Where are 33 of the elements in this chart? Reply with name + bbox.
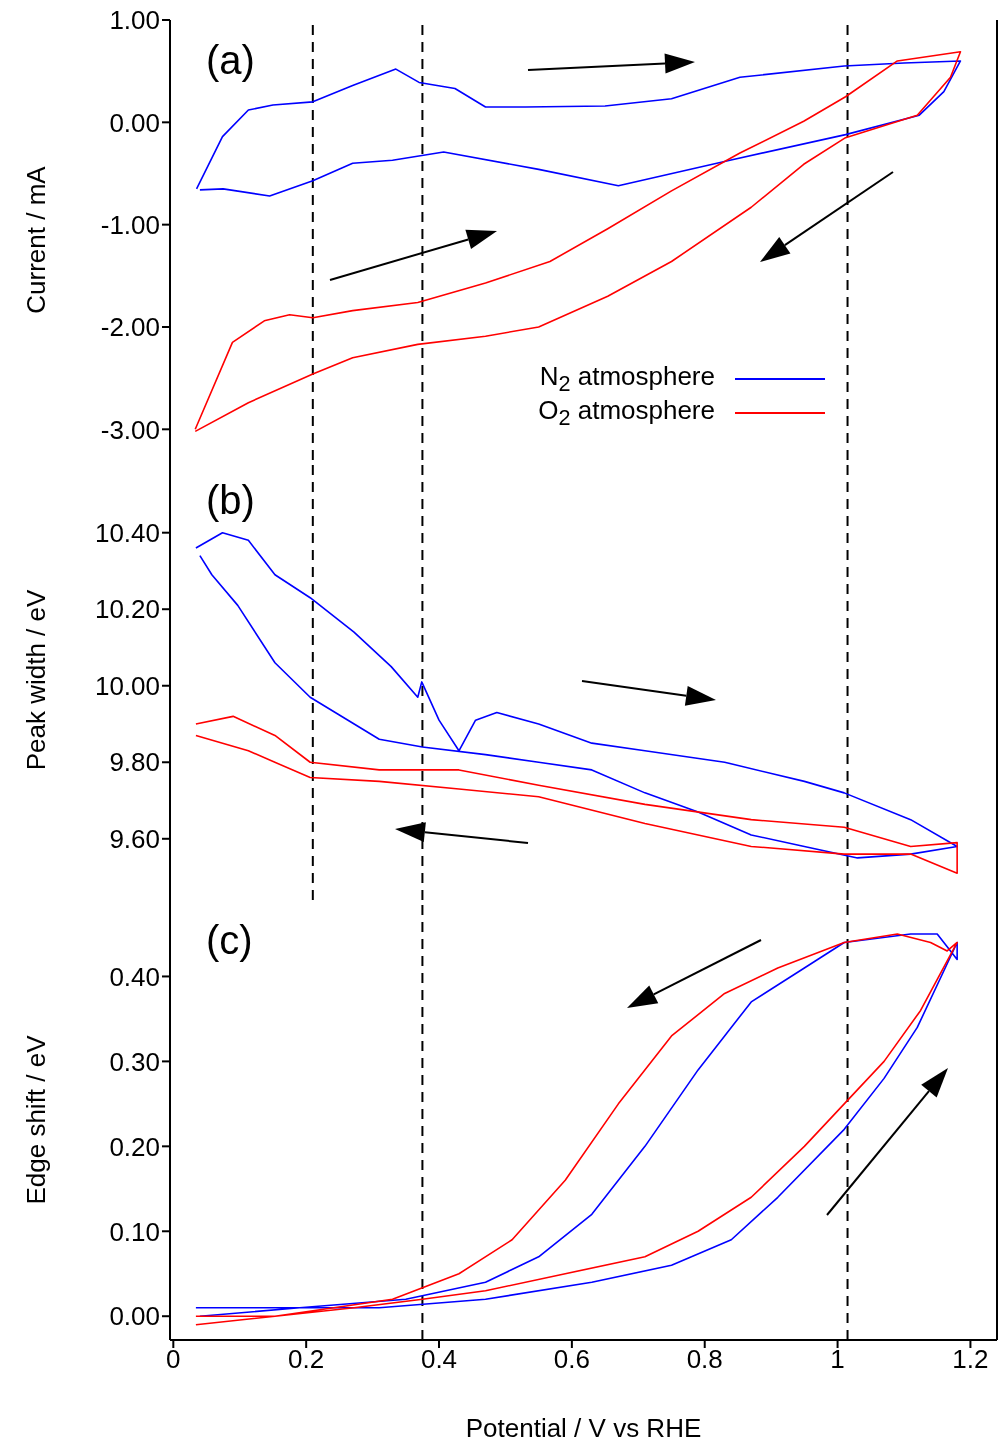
y-tick-label: -2.00: [100, 312, 160, 343]
y-tick-label: 10.00: [94, 670, 160, 701]
y-tick-label: 1.00: [109, 5, 160, 36]
y-tick-label: 0.20: [109, 1131, 160, 1162]
line-series: [195, 531, 958, 859]
x-tick-label: 0.8: [686, 1344, 723, 1375]
y-tick-label: -1.00: [100, 209, 160, 240]
y-tick-label: 0.00: [109, 1301, 160, 1332]
y-tick-label: 0.00: [109, 107, 160, 138]
x-tick-label: 0.4: [420, 1344, 458, 1375]
y-tick-label: 9.60: [109, 824, 160, 855]
annotation: (a): [206, 38, 255, 83]
legend-label: N$_{2}$ atmosphere: [539, 360, 715, 397]
y-tick-label: 0.10: [109, 1216, 160, 1247]
annotation: (b): [206, 478, 255, 523]
y-tick-label: -3.00: [100, 414, 160, 445]
x-tick-label: 0: [166, 1344, 181, 1375]
y-tick-label: 10.40: [94, 517, 160, 548]
y-tick-label: 0.30: [109, 1046, 160, 1077]
line-series: [195, 715, 958, 875]
y-axis-title: Edge shift / eV: [21, 1034, 52, 1205]
legend-label: O$_{2}$ atmosphere: [538, 394, 715, 432]
y-axis-title: Peak width / eV: [21, 589, 52, 771]
x-axis-title: Potential / V vs RHE: [465, 1413, 702, 1439]
y-axis-title: Current / mA: [21, 165, 52, 314]
x-tick-label: 1.2: [952, 1344, 989, 1375]
x-tick-label: 1: [830, 1344, 845, 1375]
y-tick-label: 9.80: [109, 747, 160, 778]
y-tick-label: 10.20: [94, 594, 160, 625]
x-tick-label: 0.6: [553, 1344, 590, 1375]
x-tick-label: 0.2: [288, 1344, 325, 1375]
y-tick-label: 0.40: [109, 961, 160, 992]
annotation: (c): [206, 918, 253, 963]
